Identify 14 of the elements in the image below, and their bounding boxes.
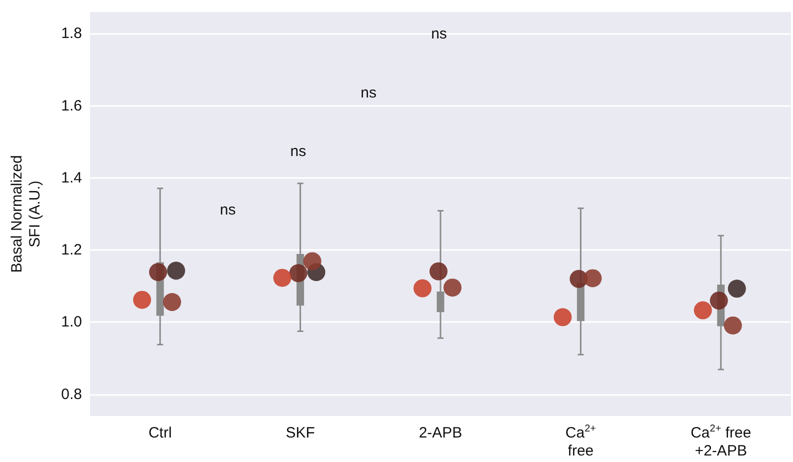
- y-tick-label: 0.8: [61, 386, 82, 403]
- y-tick-label: 1.6: [61, 97, 82, 114]
- annotation: ns: [360, 84, 377, 102]
- x-tick-label: 2-APB: [418, 424, 462, 442]
- y-tick-label: 1.8: [61, 25, 82, 42]
- y-tick-label: 1.4: [61, 169, 82, 186]
- y-tick-label: 1.0: [61, 314, 82, 331]
- annotation: ns: [290, 142, 306, 160]
- y-axis-title: Basal Normalized SFI (A.U.): [8, 155, 44, 273]
- x-tick-label: Ctrl: [148, 424, 172, 442]
- annotation: ns: [220, 201, 236, 218]
- x-tick-label: SKF: [286, 424, 315, 442]
- y-tick-label: 1.2: [61, 242, 82, 259]
- annotation: ns: [431, 26, 447, 43]
